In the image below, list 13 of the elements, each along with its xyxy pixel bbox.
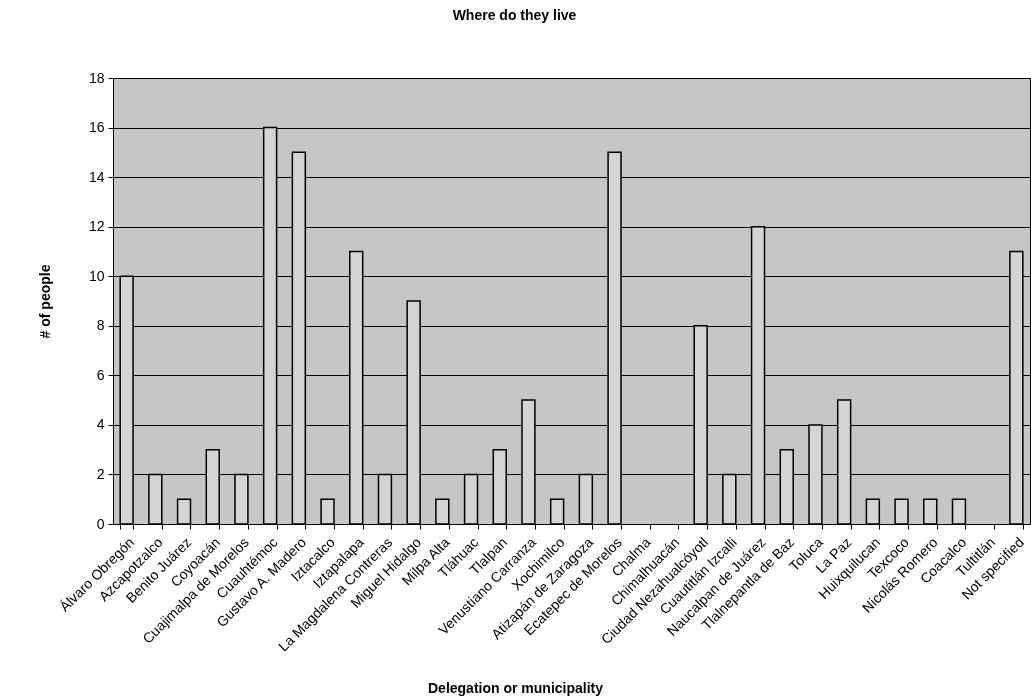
y-tick-label: 8 [96,317,105,334]
chart-title: Where do they live [452,7,577,23]
y-tick-label: 14 [88,168,105,185]
y-tick-label: 12 [88,218,105,235]
y-axis-title: # of people [36,264,53,339]
y-tick-label: 0 [96,515,105,532]
y-tick-label: 2 [96,465,105,482]
y-tick-label: 18 [88,69,105,86]
y-tick-label: 6 [96,366,105,383]
y-tick-label: 4 [96,416,105,433]
x-axis-title: Delegation or municipality [427,679,604,696]
y-tick-label: 10 [88,267,105,284]
y-tick-label: 16 [88,119,105,136]
